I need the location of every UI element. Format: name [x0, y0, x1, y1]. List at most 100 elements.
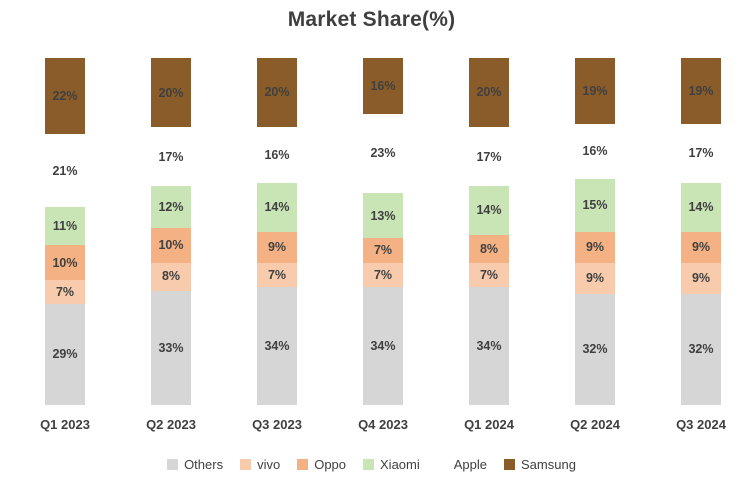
legend-item-others: Others [167, 457, 223, 472]
legend-swatch-apple [436, 459, 448, 470]
data-label-vivo-q2-2023: 8% [161, 269, 181, 284]
data-label-vivo-q4-2023: 7% [373, 267, 393, 282]
segment-oppo-q3-2024: 9% [681, 231, 721, 263]
data-label-apple-q1-2023: 21% [52, 163, 78, 178]
data-label-oppo-q1-2024: 8% [479, 241, 499, 256]
segment-samsung-q4-2023: 16% [363, 58, 403, 114]
data-label-oppo-q1-2023: 10% [52, 255, 78, 270]
segment-vivo-q1-2024: 7% [469, 262, 509, 288]
data-label-oppo-q3-2024: 9% [691, 239, 711, 254]
segment-others-q3-2024: 32% [681, 293, 721, 405]
data-label-oppo-q4-2023: 7% [373, 243, 393, 258]
segment-xiaomi-q2-2024: 15% [575, 179, 615, 232]
segment-apple-q3-2024: 17% [681, 123, 721, 183]
segment-others-q1-2024: 34% [469, 287, 509, 405]
data-label-samsung-q2-2023: 20% [158, 85, 184, 100]
legend-label-samsung: Samsung [521, 457, 576, 472]
segment-oppo-q2-2023: 10% [151, 228, 191, 263]
segment-vivo-q3-2023: 7% [257, 262, 297, 288]
data-label-xiaomi-q1-2023: 11% [52, 219, 78, 234]
data-label-xiaomi-q1-2024: 14% [476, 203, 502, 218]
segment-oppo-q3-2023: 9% [257, 231, 297, 263]
x-tick-label-q1-2023: Q1 2023 [40, 417, 90, 432]
data-label-vivo-q3-2024: 9% [691, 271, 711, 286]
data-label-others-q2-2024: 32% [582, 342, 608, 357]
data-label-samsung-q2-2024: 19% [582, 83, 608, 98]
data-label-apple-q3-2024: 17% [688, 146, 714, 161]
data-label-samsung-q4-2023: 16% [370, 78, 396, 93]
x-tick-label-q3-2023: Q3 2023 [252, 417, 302, 432]
legend-swatch-xiaomi [363, 459, 375, 470]
stacked-bar-q4-2023: 34% 7% 7% 13% 23% 16% [363, 58, 403, 405]
segment-others-q2-2023: 33% [151, 290, 191, 405]
segment-vivo-q3-2024: 9% [681, 262, 721, 294]
x-tick-label-q4-2023: Q4 2023 [358, 417, 408, 432]
legend-swatch-oppo [297, 459, 309, 470]
legend-label-apple: Apple [453, 457, 488, 472]
segment-apple-q3-2023: 16% [257, 127, 297, 183]
segment-samsung-q3-2023: 20% [257, 58, 297, 128]
x-axis-labels: Q1 2023 Q2 2023 Q3 2023 Q4 2023 Q1 2024 Q2 20… [40, 417, 726, 432]
segment-apple-q1-2024: 17% [469, 127, 509, 187]
data-label-xiaomi-q2-2024: 15% [582, 198, 608, 213]
data-label-xiaomi-q4-2023: 13% [370, 208, 396, 223]
segment-samsung-q3-2024: 19% [681, 58, 721, 124]
segment-apple-q2-2023: 17% [151, 127, 191, 187]
data-label-xiaomi-q2-2023: 12% [158, 200, 184, 214]
data-label-others-q4-2023: 34% [370, 338, 396, 353]
data-label-oppo-q3-2023: 9% [267, 239, 287, 254]
data-label-oppo-q2-2024: 9% [585, 239, 605, 254]
x-tick-label-q2-2024: Q2 2024 [570, 417, 620, 432]
legend-swatch-samsung [504, 459, 516, 470]
legend-label-others: Others [184, 457, 224, 472]
segment-apple-q1-2023: 21% [45, 134, 85, 208]
legend-item-samsung: Samsung [504, 457, 576, 472]
segment-others-q1-2023: 29% [45, 304, 85, 405]
segment-samsung-q2-2024: 19% [575, 58, 615, 124]
data-label-samsung-q1-2024: 20% [476, 85, 502, 100]
segment-xiaomi-q2-2023: 12% [151, 186, 191, 229]
data-label-samsung-q3-2024: 19% [688, 83, 714, 98]
data-label-others-q1-2023: 29% [52, 347, 78, 362]
data-label-apple-q2-2024: 16% [582, 144, 608, 159]
stacked-bar-q1-2024: 34% 7% 8% 14% 17% 20% [469, 58, 509, 405]
data-label-vivo-q3-2023: 7% [267, 267, 287, 282]
x-tick-label-q2-2023: Q2 2023 [146, 417, 196, 432]
legend-label-oppo: Oppo [314, 457, 347, 472]
segment-oppo-q2-2024: 9% [575, 231, 615, 263]
data-label-vivo-q1-2024: 7% [479, 267, 499, 282]
segment-xiaomi-q4-2023: 13% [363, 193, 403, 239]
legend-label-vivo: vivo [257, 457, 281, 472]
stacked-bar-q3-2024: 32% 9% 9% 14% 17% 19% [681, 58, 721, 405]
segment-others-q2-2024: 32% [575, 293, 615, 405]
segment-xiaomi-q3-2024: 14% [681, 182, 721, 232]
data-label-apple-q4-2023: 23% [370, 146, 396, 161]
segment-vivo-q2-2023: 8% [151, 262, 191, 291]
segment-oppo-q1-2023: 10% [45, 245, 85, 281]
legend-item-vivo: vivo [240, 457, 280, 472]
stacked-bar-q2-2023: 33% 8% 10% 12% 17% 20% [151, 58, 191, 405]
data-label-samsung-q3-2023: 20% [264, 85, 290, 100]
legend-item-oppo: Oppo [297, 457, 346, 472]
data-label-samsung-q1-2023: 22% [52, 88, 78, 103]
legend-swatch-vivo [240, 459, 252, 470]
data-label-others-q3-2023: 34% [264, 338, 290, 353]
data-label-apple-q3-2023: 16% [264, 147, 290, 162]
plot-area: 29% 7% 10% 11% 21% 22% 33% 8% 10% 12% 17% 20% 34% 7% 9… [45, 58, 721, 405]
data-label-apple-q1-2024: 17% [476, 149, 502, 164]
segment-vivo-q2-2024: 9% [575, 262, 615, 294]
segment-oppo-q4-2023: 7% [363, 238, 403, 263]
data-label-oppo-q2-2023: 10% [158, 238, 184, 253]
stacked-bar-q2-2024: 32% 9% 9% 15% 16% 19% [575, 58, 615, 405]
segment-xiaomi-q1-2023: 11% [45, 207, 85, 246]
segment-xiaomi-q1-2024: 14% [469, 186, 509, 235]
legend-label-xiaomi: Xiaomi [380, 457, 420, 472]
segment-samsung-q1-2024: 20% [469, 58, 509, 128]
data-label-others-q3-2024: 32% [688, 342, 714, 357]
data-label-vivo-q2-2024: 9% [585, 271, 605, 286]
segment-xiaomi-q3-2023: 14% [257, 182, 297, 232]
stacked-bar-q1-2023: 29% 7% 10% 11% 21% 22% [45, 58, 85, 405]
data-label-xiaomi-q3-2023: 14% [264, 199, 290, 214]
x-tick-label-q1-2024: Q1 2024 [464, 417, 514, 432]
